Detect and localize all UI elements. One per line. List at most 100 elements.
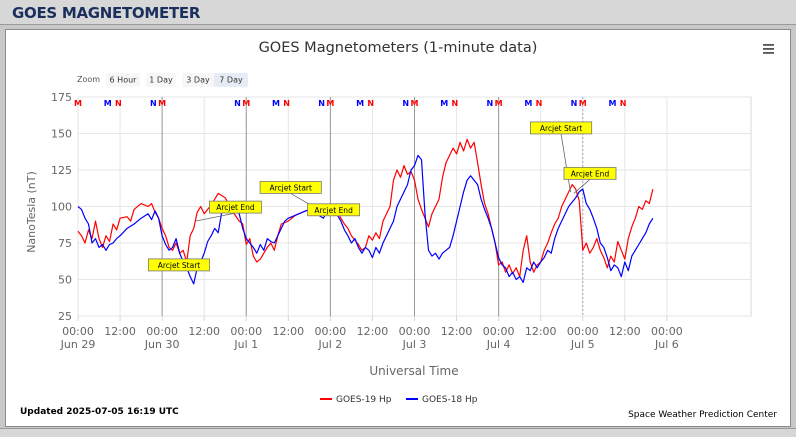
annotation-leader	[560, 133, 571, 192]
chart-panel: GOES Magnetometers (1-minute data) Zoom …	[5, 29, 791, 427]
x-tick-date-label: Jun 30	[144, 338, 180, 351]
mn-marker: N	[234, 99, 241, 108]
legend-label: GOES-18 Hp	[422, 395, 478, 405]
y-axis-label: NanoTesla (nT)	[25, 171, 38, 253]
zoom-1-day-button[interactable]: 1 Day	[146, 73, 176, 87]
x-tick-time-label: 00:00	[651, 325, 683, 338]
annotation-box	[147, 258, 210, 272]
x-tick-date-label: Jun 29	[60, 338, 96, 351]
annotation-label: Arcjet End	[571, 169, 610, 178]
page-header: GOES MAGNETOMETER	[0, 0, 796, 25]
legend-label: GOES-19 Hp	[336, 395, 392, 405]
updated-timestamp: Updated 2025-07-05 16:19 UTC	[20, 407, 179, 417]
annotation-box	[563, 166, 617, 180]
x-tick-time-label: 12:00	[357, 325, 389, 338]
x-tick-time-label: 12:00	[609, 325, 641, 338]
y-tick-label: 175	[51, 91, 72, 104]
mn-marker: N	[571, 99, 578, 108]
annotation-box	[259, 181, 322, 194]
annotation-leader	[195, 212, 236, 222]
x-tick-time-label: 00:00	[399, 325, 431, 338]
y-tick-label: 25	[58, 310, 72, 323]
mn-marker: M	[495, 99, 503, 108]
mn-marker: M	[609, 99, 617, 108]
x-tick-time-label: 12:00	[441, 325, 473, 338]
mn-marker: M	[74, 99, 82, 108]
annotation-box	[209, 200, 262, 214]
x-tick-date-label: Jul 3	[402, 338, 427, 351]
mn-marker: M	[242, 99, 250, 108]
annotation-box	[530, 121, 593, 135]
mn-marker: N	[487, 99, 494, 108]
zoom-7-day-button[interactable]: 7 Day	[214, 73, 248, 87]
mn-marker: M	[272, 99, 280, 108]
x-tick-time-label: 00:00	[483, 325, 515, 338]
mn-marker: N	[402, 99, 409, 108]
goes-19-line	[77, 138, 654, 278]
mn-marker: N	[620, 99, 627, 108]
y-tick-label: 100	[51, 201, 72, 214]
page-title: GOES MAGNETOMETER	[12, 4, 201, 22]
y-tick-label: 75	[58, 237, 72, 250]
mn-marker: N	[150, 99, 157, 108]
x-tick-time-label: 00:00	[315, 325, 347, 338]
mn-marker: N	[283, 99, 290, 108]
annotation-box	[307, 203, 361, 217]
mn-marker: N	[318, 99, 325, 108]
zoom-range-selector: 6 Hour 1 Day 3 Day 7 Day	[106, 73, 248, 87]
mn-marker: N	[367, 99, 374, 108]
y-tick-label: 125	[51, 164, 72, 177]
x-tick-date-label: Jul 4	[486, 338, 511, 351]
mn-marker: N	[536, 99, 543, 108]
credit-text: Space Weather Prediction Center	[628, 410, 777, 420]
annotation-label: Arcjet Start	[269, 183, 312, 192]
x-tick-time-label: 00:00	[230, 325, 262, 338]
x-tick-date-label: Jul 6	[654, 338, 679, 351]
x-axis-label: Universal Time	[369, 364, 458, 378]
annotation-label: Arcjet Start	[540, 124, 583, 133]
legend-item-goes-19[interactable]: GOES-19 Hp	[320, 395, 392, 405]
mn-marker: M	[326, 99, 334, 108]
y-tick-label: 150	[51, 128, 72, 141]
chart-title: GOES Magnetometers (1-minute data)	[259, 40, 538, 56]
zoom-3-day-button[interactable]: 3 Day	[182, 73, 214, 87]
y-tick-label: 50	[58, 274, 72, 287]
bottom-bar	[0, 428, 796, 437]
arcjet-annotations: Arcjet Start Arcjet End Arcjet Start Arcjet…	[147, 121, 617, 272]
annotation-label: Arcjet End	[314, 206, 353, 215]
mn-marker: M	[411, 99, 419, 108]
x-tick-date-label: Jul 2	[317, 338, 342, 351]
zoom-option-label: 1 Day	[149, 76, 173, 85]
zoom-option-label: 6 Hour	[110, 76, 138, 85]
mn-marker: M	[356, 99, 364, 108]
mn-marker: M	[440, 99, 448, 108]
mn-marker: M	[158, 99, 166, 108]
x-tick-time-label: 12:00	[272, 325, 304, 338]
annotation-label: Arcjet Start	[158, 261, 201, 270]
mn-marker: N	[451, 99, 458, 108]
x-tick-time-label: 00:00	[146, 325, 178, 338]
menu-icon[interactable]	[758, 40, 778, 58]
magnetometer-chart: GOES Magnetometers (1-minute data) Zoom …	[20, 40, 778, 420]
x-tick-time-label: 00:00	[567, 325, 599, 338]
zoom-option-label: 7 Day	[219, 76, 243, 85]
zoom-6-hour-button[interactable]: 6 Hour	[106, 73, 140, 87]
annotation-label: Arcjet End	[216, 203, 255, 212]
zoom-label: Zoom	[77, 75, 100, 84]
x-tick-time-label: 12:00	[104, 325, 136, 338]
annotation-leader	[573, 179, 591, 194]
y-axis-ticks: 25 50 75 100 125 150 175	[51, 91, 72, 323]
x-tick-time-label: 12:00	[188, 325, 220, 338]
x-tick-date-label: Jul 1	[233, 338, 258, 351]
mn-marker: M	[524, 99, 532, 108]
legend-item-goes-18[interactable]: GOES-18 Hp	[406, 395, 478, 405]
mn-marker: M	[579, 99, 587, 108]
chart-legend: GOES-19 Hp GOES-18 Hp	[320, 395, 478, 405]
zoom-option-label: 3 Day	[186, 76, 210, 85]
mn-marker: N	[115, 99, 122, 108]
x-tick-time-label: 00:00	[62, 325, 94, 338]
x-tick-time-label: 12:00	[525, 325, 557, 338]
mn-marker: M	[104, 99, 112, 108]
